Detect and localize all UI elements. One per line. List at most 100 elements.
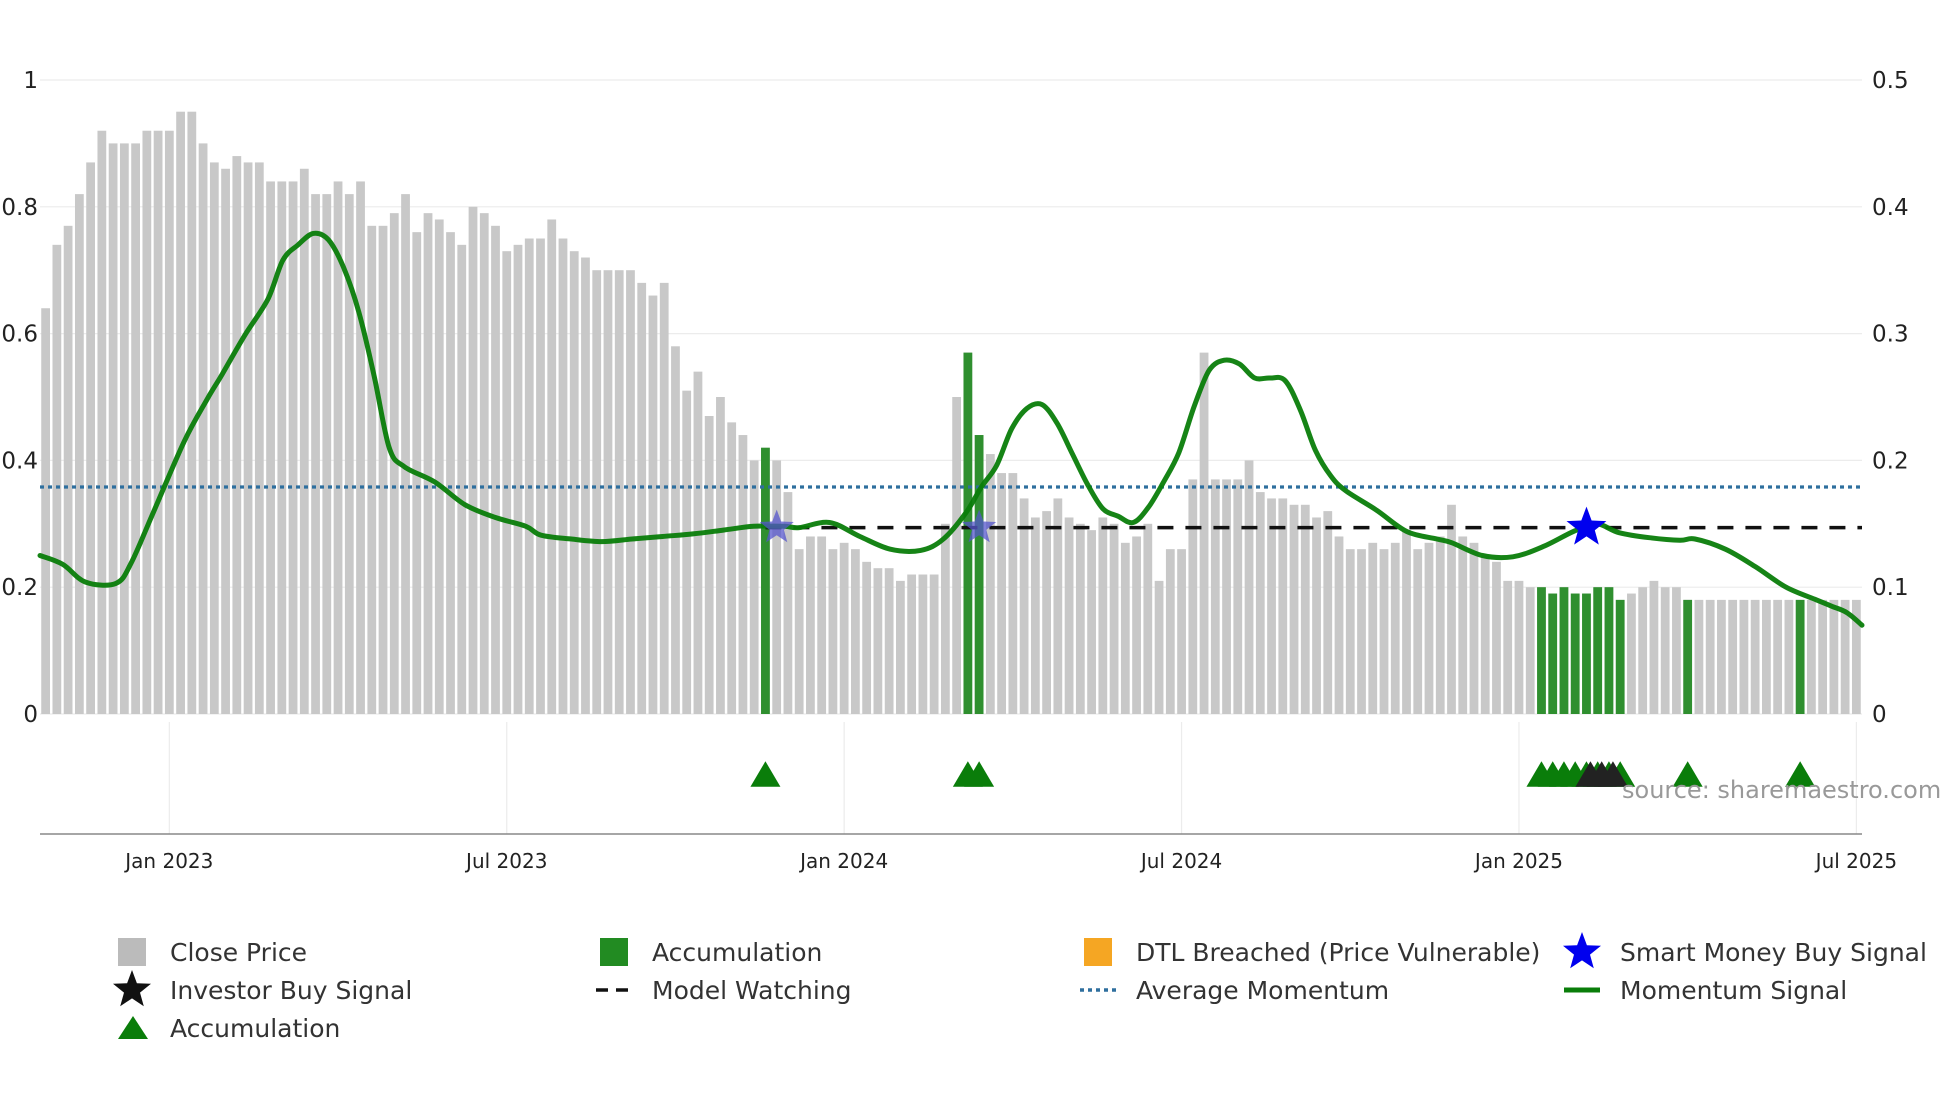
close-price-bar <box>97 130 107 715</box>
close-price-bar <box>1075 523 1085 714</box>
close-price-bar <box>1233 479 1243 714</box>
close-price-bar <box>1177 549 1186 714</box>
y-axis-right-labels: 0 0.1 0.2 0.3 0.4 0.5 <box>1872 68 1909 728</box>
close-price-bar <box>176 111 185 714</box>
close-price-bar <box>1357 549 1366 714</box>
close-price-bar <box>862 561 872 714</box>
legend-label: DTL Breached (Price Vulnerable) <box>1136 938 1540 967</box>
close-price-bar <box>1390 542 1400 714</box>
close-price-bar <box>1413 549 1423 714</box>
close-price-bar <box>479 213 489 714</box>
legend-label: Accumulation <box>652 938 822 967</box>
accumulation-bar <box>761 447 770 714</box>
close-price-bar <box>547 219 557 715</box>
close-price-bar <box>434 219 444 715</box>
close-price-bar <box>1323 511 1333 714</box>
legend-star-icon <box>1563 932 1601 969</box>
accumulation-marker <box>964 761 995 787</box>
close-price-bar <box>1154 580 1164 714</box>
legend-item: Model Watching <box>596 976 852 1005</box>
close-price-bar <box>1030 517 1040 714</box>
legend-label: Momentum Signal <box>1620 976 1847 1005</box>
close-price-bar <box>299 168 309 714</box>
source-label: source: sharemaestro.com <box>1622 776 1941 804</box>
close-price-bar <box>1244 460 1254 714</box>
close-price-bar <box>727 422 737 714</box>
legend-star-icon <box>113 970 151 1007</box>
close-price-bar <box>1188 479 1198 714</box>
close-price-bar <box>1694 599 1704 714</box>
accumulation-bar <box>1593 587 1603 714</box>
close-price-bar <box>1334 536 1344 714</box>
close-price-bar <box>1492 561 1501 714</box>
close-price-bar <box>1435 536 1445 714</box>
close-price-bar <box>209 162 219 715</box>
close-price-bar <box>659 282 669 714</box>
accumulation-bars <box>761 352 1805 714</box>
close-price-bar <box>1008 473 1018 714</box>
close-price-bar <box>682 390 692 714</box>
close-price-bar <box>198 143 208 714</box>
close-price-bar <box>311 194 320 714</box>
y-left-tick-label: 0 <box>23 702 38 728</box>
y-left-tick-label: 0.4 <box>1 448 38 474</box>
accumulation-marker <box>1785 761 1816 787</box>
accumulation-bar <box>1604 587 1614 714</box>
accumulation-bar <box>1548 593 1558 714</box>
momentum-signal-line <box>37 230 1865 628</box>
close-price-bar <box>806 536 815 714</box>
close-price-bar <box>74 194 84 714</box>
close-price-bar <box>907 574 917 714</box>
close-price-bar <box>558 238 568 714</box>
y-left-tick-label: 1 <box>23 68 38 94</box>
close-price-bar <box>243 162 253 715</box>
close-price-bar <box>277 181 287 714</box>
close-price-bar <box>817 536 827 714</box>
smart-money-buy-star <box>962 509 997 543</box>
reference-lines <box>40 485 1862 530</box>
close-price-bar <box>693 371 703 714</box>
close-price-bar <box>1109 523 1119 714</box>
accumulation-bar <box>1559 587 1569 714</box>
close-price-bar <box>1053 498 1063 714</box>
legend-swatch <box>118 938 146 966</box>
legend-item: Close Price <box>118 938 307 967</box>
accumulation-marker <box>750 761 781 787</box>
investor-buy-marker <box>1597 761 1628 787</box>
y-left-tick-label: 0.8 <box>1 195 38 221</box>
close-price-bar <box>828 549 838 714</box>
close-price-bar <box>119 143 129 714</box>
close-price-bar <box>502 251 512 714</box>
close-price-bar <box>716 397 725 714</box>
close-price-bar <box>1525 587 1535 714</box>
x-tick-label: Jul 2024 <box>1139 849 1222 873</box>
legend-label: Close Price <box>170 938 307 967</box>
grid <box>40 79 1862 834</box>
x-tick-label: Jul 2025 <box>1814 849 1897 873</box>
accumulation-bar <box>1683 599 1693 714</box>
close-price-bar <box>1739 599 1749 714</box>
close-price-bar <box>1132 536 1141 714</box>
close-price-bar <box>1019 498 1029 714</box>
close-price-bar <box>356 181 365 714</box>
close-price-bar <box>592 270 602 714</box>
close-price-bar <box>446 232 455 714</box>
legend-item: Momentum Signal <box>1564 976 1847 1005</box>
signal-markers <box>750 761 1816 787</box>
legend-swatch <box>1084 938 1112 966</box>
legend-triangle-icon <box>118 1016 148 1039</box>
legend-label: Smart Money Buy Signal <box>1620 938 1927 967</box>
y-right-tick-label: 0.2 <box>1872 448 1909 474</box>
close-price-bar <box>266 181 275 714</box>
close-price-bar <box>884 568 894 714</box>
close-price-bar <box>873 568 883 714</box>
close-price-bar <box>839 542 849 714</box>
close-price-bar <box>603 270 613 714</box>
close-price-bar <box>1773 599 1783 714</box>
close-price-bar <box>648 295 658 714</box>
close-price-bar <box>1222 479 1231 714</box>
accumulation-bar <box>1570 593 1580 714</box>
close-price-bar <box>389 213 399 714</box>
close-price-bar <box>524 238 534 714</box>
close-price-bar <box>1728 599 1738 714</box>
